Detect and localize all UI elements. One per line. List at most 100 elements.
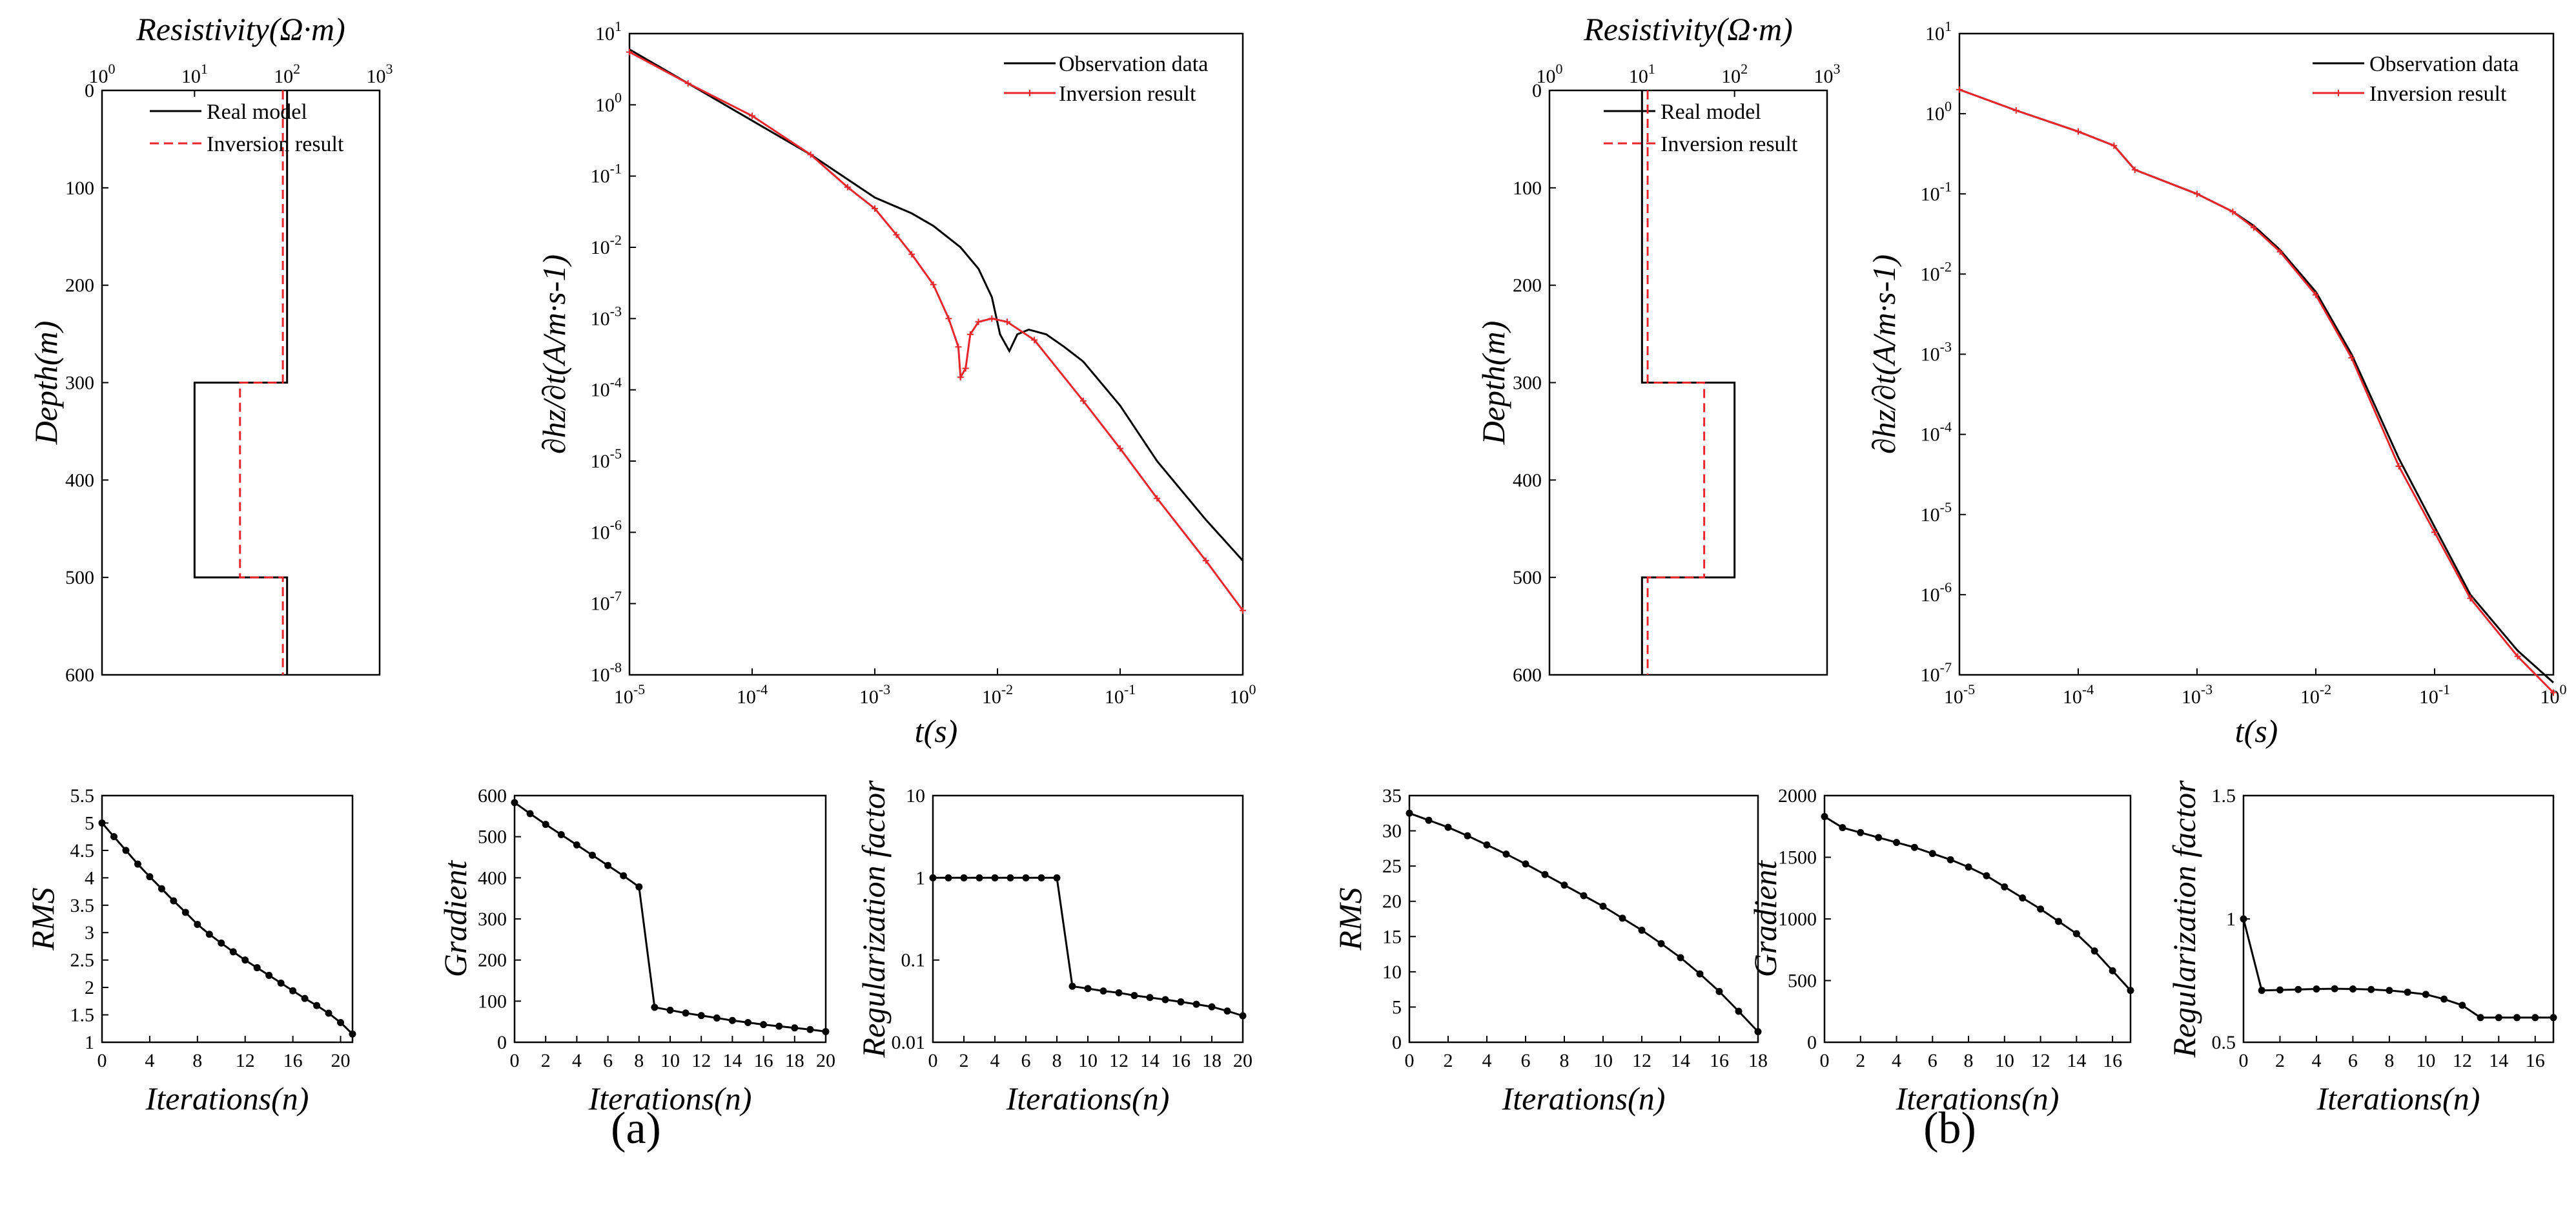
a_response-series-observation-data — [629, 48, 1244, 562]
b_regularization-xtick-label: 16 — [2526, 1050, 2545, 1071]
a_response-xtick-label: 10-1 — [1105, 681, 1136, 708]
b_model-ylabel: Depth(m) — [1475, 321, 1511, 446]
b_rms-ylabel: RMS — [1332, 887, 1368, 951]
b_rms-series-rms — [1409, 812, 1759, 1033]
a_response-ytick-label: 100 — [595, 89, 622, 116]
a_regularization-ytick-label: 10 — [906, 785, 925, 807]
a_response-ytick-label: 10-5 — [591, 446, 622, 472]
a_response-frame — [628, 32, 1244, 676]
a_gradient-ytick-label: 100 — [478, 991, 507, 1012]
b_regularization-series-regularization-factor-point — [2349, 985, 2356, 993]
a_rms-series-rms-point — [194, 920, 201, 928]
panel-label-b: (b) — [1923, 1104, 1976, 1153]
a_rms-series-rms-point — [313, 1002, 321, 1009]
a_gradient-xtick-label: 2 — [541, 1050, 551, 1071]
b_regularization-series-regularization-factor-point — [2295, 985, 2302, 993]
b_model-xtick-label: 101 — [1629, 61, 1655, 87]
a_gradient-series-gradient-point — [775, 1022, 783, 1030]
b_gradient-series-gradient-point — [1893, 839, 1901, 847]
b_gradient-xlabel: Iterations(n) — [1896, 1080, 2060, 1117]
a_gradient-xtick-label: 14 — [722, 1050, 742, 1071]
a_regularization-series-regularization-factor-point — [1208, 1003, 1216, 1011]
b_gradient-series-gradient-point — [1947, 856, 1954, 863]
b_response-series-inversion-result — [1959, 88, 2555, 694]
b_rms-xtick-label: 18 — [1748, 1050, 1768, 1071]
a_response-ytick-label: 10-8 — [591, 659, 622, 686]
b_gradient-ytick-label: 1500 — [1778, 847, 1817, 869]
a_regularization-xtick-label: 18 — [1202, 1050, 1222, 1071]
b_model-ytick-label: 100 — [1513, 178, 1542, 199]
a_response-ylabel: ∂hz/∂t(A/m·s-1) — [536, 254, 572, 454]
a_response-ytick-label: 10-2 — [591, 232, 622, 258]
a_regularization-series-regularization-factor-point — [1130, 992, 1138, 1000]
a_regularization-series-regularization-factor-point — [976, 874, 983, 881]
model-b-legend-real: Real model — [1661, 100, 1761, 124]
response-b-legend-observation: Observation data — [2369, 52, 2519, 76]
b_rms-ytick-label: 0 — [1392, 1032, 1402, 1053]
a_gradient-series-gradient-point — [822, 1027, 830, 1035]
b_gradient-series-gradient-point — [2109, 967, 2116, 974]
b_gradient-series-gradient — [1824, 816, 2132, 991]
a_gradient-series-gradient-point — [589, 851, 596, 859]
a_response-ytick-label: 101 — [595, 18, 622, 45]
b_regularization-series-regularization-factor-point — [2404, 988, 2411, 996]
a_rms-series-rms-point — [337, 1018, 345, 1026]
b_regularization-series-regularization-factor-point — [2495, 1014, 2502, 1022]
b_regularization-xtick-label: 10 — [2416, 1050, 2435, 1071]
b_rms-xtick-label: 14 — [1671, 1050, 1690, 1071]
b_regularization-series-regularization-factor-point — [2331, 985, 2338, 993]
a_rms-frame — [101, 794, 354, 1044]
b_gradient-series-gradient-point — [1821, 812, 1828, 820]
a_regularization-series-regularization-factor-point — [1239, 1012, 1247, 1020]
model-a-legend-inversion: Inversion result — [207, 132, 344, 156]
b_regularization-series-regularization-factor-point — [2367, 985, 2375, 993]
b_rms-ytick-label: 15 — [1382, 926, 1402, 947]
a_rms-series-rms-point — [146, 873, 154, 881]
a_gradient-series-gradient-point — [635, 883, 643, 891]
model-b-legend-inversion: Inversion result — [1661, 132, 1798, 156]
a_rms-series-rms-point — [241, 956, 249, 964]
a_rms-series-rms-point — [301, 994, 309, 1002]
a_regularization-ytick-label: 0.01 — [892, 1032, 926, 1053]
b_rms-ytick-label: 10 — [1382, 962, 1402, 983]
b_model-xtick-label: 103 — [1814, 61, 1841, 87]
a_rms-series-rms-point — [253, 964, 261, 972]
b_gradient-series-gradient-point — [2054, 918, 2062, 925]
a_regularization-series-regularization-factor-point — [1038, 874, 1045, 881]
b_rms-xtick-label: 10 — [1593, 1050, 1613, 1071]
b_response-xlabel: t(s) — [2235, 713, 2278, 749]
a_response-series-inversion-result — [629, 51, 1244, 612]
b_rms-series-rms-point — [1502, 850, 1510, 858]
a_response-ytick-label: 10-1 — [591, 161, 622, 187]
a_regularization-ylabel: Regularization factor — [855, 780, 892, 1058]
a_response-ytick-label: 10-4 — [591, 375, 622, 401]
a_model-series-real-model — [193, 90, 289, 675]
a_gradient-series-gradient-point — [760, 1021, 768, 1029]
b_regularization-series-regularization-factor-point — [2458, 1002, 2466, 1009]
b_regularization-series-regularization-factor — [2242, 918, 2553, 1019]
b_response-xtick-label: 10-2 — [2300, 681, 2331, 708]
a_rms-xtick-label: 12 — [236, 1050, 255, 1071]
b_regularization-xtick-label: 8 — [2384, 1050, 2394, 1071]
a_regularization-series-regularization-factor-point — [929, 874, 937, 881]
b_model-ytick-label: 600 — [1513, 664, 1542, 686]
a_rms-ytick-label: 2 — [85, 977, 94, 998]
b_gradient-xtick-label: 10 — [1995, 1050, 2014, 1071]
a_gradient-xtick-label: 20 — [816, 1050, 835, 1071]
response-a-legend-observation: Observation data — [1059, 52, 1208, 76]
b_response-xtick-label: 10-5 — [1944, 681, 1975, 708]
b_rms-series-rms-point — [1483, 841, 1491, 849]
a_response-xtick-label: 10-3 — [859, 681, 890, 708]
a_regularization-series-regularization-factor-point — [1161, 996, 1169, 1004]
a_gradient-series-gradient-point — [713, 1014, 721, 1022]
a_regularization-xtick-label: 14 — [1140, 1050, 1160, 1071]
b_rms-series-rms-point — [1444, 823, 1452, 831]
a_rms-series-rms-point — [229, 948, 237, 956]
a_rms-series-rms-point — [325, 1009, 332, 1017]
b_regularization-series-regularization-factor-point — [2440, 995, 2448, 1003]
a_response-xtick-label: 100 — [1230, 681, 1256, 708]
b_regularization-series-regularization-factor-point — [2477, 1014, 2484, 1022]
b_response-ytick-label: 10-7 — [1921, 659, 1952, 686]
a_regularization-xtick-label: 8 — [1052, 1050, 1062, 1071]
b_regularization-frame — [2242, 794, 2555, 1044]
